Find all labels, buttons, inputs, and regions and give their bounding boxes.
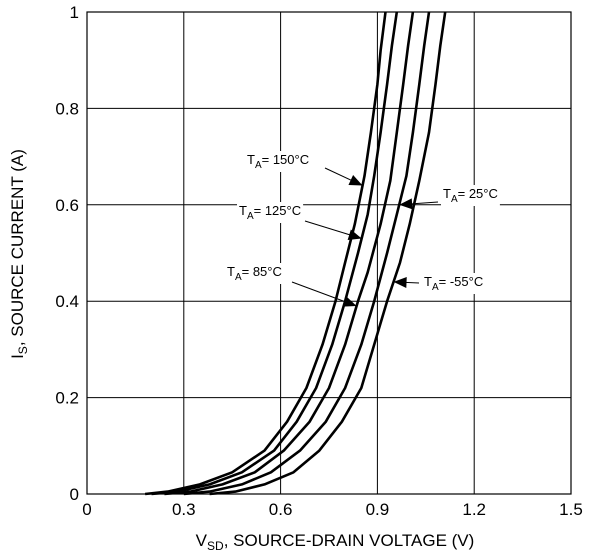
x-axis-title-sub: SD <box>207 539 224 553</box>
annotation-arrow-4 <box>393 276 407 288</box>
grid-lines <box>87 12 571 494</box>
annotation-label-1: TA= 125°C <box>239 203 301 222</box>
annotation-label-0: TA= 150°C <box>247 152 309 171</box>
series-line-1 <box>151 11 399 496</box>
y-tick-label-1: 0.2 <box>55 389 79 408</box>
y-axis-title-main: I <box>8 354 27 359</box>
y-axis-title: IS, SOURCE CURRENT (A) <box>8 149 30 359</box>
x-tick-label-1: 0.3 <box>172 500 196 519</box>
y-tick-label-0: 0 <box>70 485 79 504</box>
series-line-2 <box>164 11 415 496</box>
series-line-3 <box>183 11 431 496</box>
annotation-label-bg-4 <box>422 273 486 294</box>
y-tick-label-5: 1 <box>70 3 79 22</box>
annotation-arrow-0 <box>348 175 363 186</box>
annotation-arrow-1 <box>347 229 362 240</box>
annotation-label-bg-1 <box>237 202 304 223</box>
y-tick-label-2: 0.4 <box>55 292 79 311</box>
plot-frame <box>86 11 572 495</box>
annotation-label-bg-0 <box>245 151 312 172</box>
x-tick-label-3: 0.9 <box>366 500 390 519</box>
x-tick-label-5: 1.5 <box>559 500 583 519</box>
y-tick-labels: 0 0.2 0.4 0.6 0.8 1 <box>55 3 79 504</box>
y-axis-title-sub: S <box>16 346 30 354</box>
x-axis-title: VSD, SOURCE-DRAIN VOLTAGE (V) <box>196 531 475 553</box>
series-line-4 <box>209 11 447 496</box>
annotation-label-bg-2 <box>225 263 284 284</box>
annotation-label-4: TA= -55°C <box>424 274 483 293</box>
y-tick-label-4: 0.8 <box>55 99 79 118</box>
annotation-label-bg-3 <box>441 185 500 206</box>
annotation-arrow-3 <box>399 198 413 210</box>
annotation-label-2: TA= 85°C <box>227 264 282 283</box>
x-tick-labels: 0 0.3 0.6 0.9 1.2 1.5 <box>82 500 583 519</box>
y-axis-title-rest: , SOURCE CURRENT (A) <box>8 149 27 346</box>
annotation-label-3: TA= 25°C <box>443 186 498 205</box>
x-tick-label-4: 1.2 <box>462 500 486 519</box>
x-tick-label-2: 0.6 <box>269 500 293 519</box>
x-axis-title-main: V <box>196 531 208 550</box>
series-lines <box>144 11 447 496</box>
annotations: TA= 150°C TA= 125°C TA= 85°C TA= 25°C TA= -5… <box>225 151 500 307</box>
series-line-0 <box>144 11 387 496</box>
annotation-arrow-2 <box>342 296 357 307</box>
x-tick-label-0: 0 <box>82 500 91 519</box>
x-axis-title-rest: , SOURCE-DRAIN VOLTAGE (V) <box>224 531 475 550</box>
y-tick-label-3: 0.6 <box>55 196 79 215</box>
